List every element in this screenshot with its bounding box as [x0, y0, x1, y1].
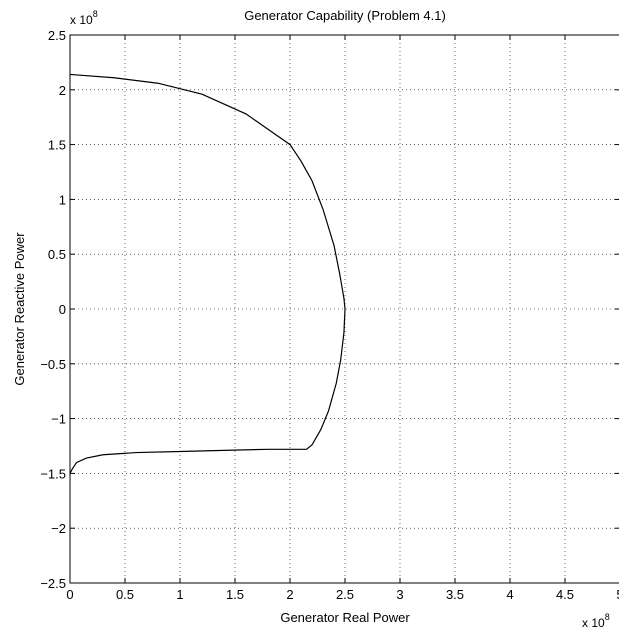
y-tick-label: −0.5 [40, 357, 66, 372]
ticks [69, 34, 619, 584]
y-tick-label: 0.5 [48, 247, 66, 262]
y-tick-label: −1 [51, 412, 66, 427]
y-tick-label: 1.5 [48, 138, 66, 153]
x-tick-label: 1.5 [226, 587, 244, 602]
x-tick-label: 1 [176, 587, 183, 602]
y-tick-label: −2 [51, 521, 66, 536]
x-tick-label: 4.5 [556, 587, 574, 602]
y-axis-label: Generator Reactive Power [12, 232, 27, 386]
y-multiplier-exponent: 8 [93, 9, 98, 19]
x-tick-label: 2.5 [336, 587, 354, 602]
x-multiplier-base: x 10 [582, 616, 605, 630]
x-multiplier-exponent: 8 [605, 612, 610, 622]
x-tick-label: 5 [616, 587, 619, 602]
x-tick-label: 3.5 [446, 587, 464, 602]
x-axis-label: Generator Real Power [280, 610, 410, 625]
y-tick-label: 0 [59, 302, 66, 317]
y-tick-label: 1 [59, 192, 66, 207]
y-tick-labels: −2.5 −2 −1.5 −1 −0.5 0 0.5 1 1.5 2 2.5 [40, 28, 66, 591]
x-tick-labels: 0 0.5 1 1.5 2 2.5 3 3.5 4 4.5 5 [66, 587, 619, 602]
x-tick-label: 0.5 [116, 587, 134, 602]
y-tick-label: 2.5 [48, 28, 66, 43]
x-tick-label: 0 [66, 587, 73, 602]
x-tick-label: 2 [286, 587, 293, 602]
y-axis-multiplier: x 108 [70, 9, 98, 27]
y-multiplier-base: x 10 [70, 13, 93, 27]
x-tick-label: 4 [506, 587, 513, 602]
y-tick-label: 2 [59, 83, 66, 98]
x-axis-multiplier: x 108 [582, 612, 610, 630]
x-tick-label: 3 [396, 587, 403, 602]
y-tick-label: −1.5 [40, 466, 66, 481]
y-tick-label: −2.5 [40, 576, 66, 591]
capability-curve [69, 73, 346, 474]
chart-title: Generator Capability (Problem 4.1) [244, 8, 446, 23]
grid [70, 35, 619, 583]
